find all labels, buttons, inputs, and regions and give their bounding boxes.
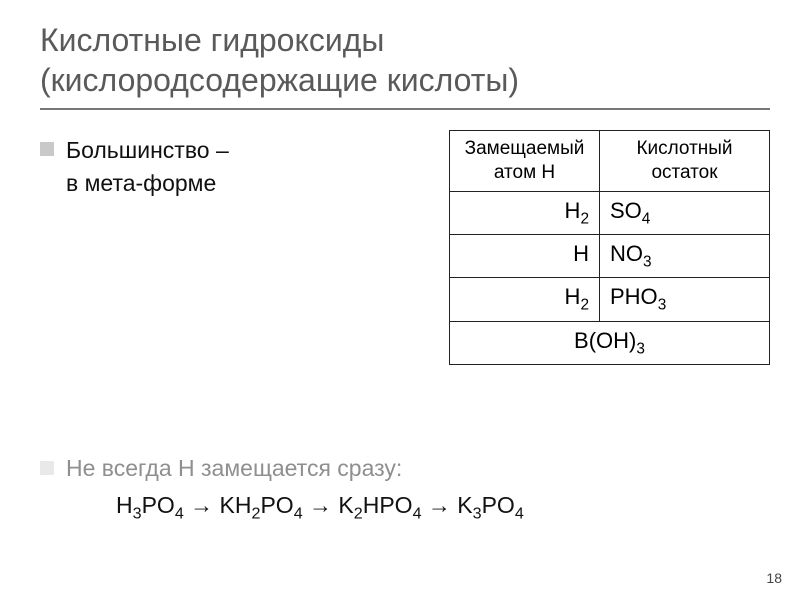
cell-r: SO4: [600, 191, 770, 234]
table-row: H2 PHO3: [450, 278, 770, 321]
bullet-1: Большинство –: [40, 136, 419, 166]
r-d2: PO: [482, 492, 515, 518]
r-d1: K: [457, 492, 472, 518]
r-text: SO: [610, 198, 642, 223]
r-c2s: 4: [413, 505, 422, 523]
table-row-merged: B(OH)3: [450, 321, 770, 364]
slide-title: Кислотные гидроксиды (кислородсодержащие…: [40, 20, 770, 100]
cell-merged: B(OH)3: [450, 321, 770, 364]
r-sub: 3: [643, 253, 652, 270]
r-a1s: 3: [133, 505, 142, 523]
table-row: H2 SO4: [450, 191, 770, 234]
cell-h: H2: [450, 278, 600, 321]
bullet-1-text-line1: Большинство –: [66, 136, 229, 166]
bullet-1-text-line2: в мета-форме: [66, 170, 419, 197]
merged-text: B(OH): [574, 328, 636, 353]
left-bullets: Большинство – в мета-форме: [40, 130, 419, 197]
h-text: H: [565, 284, 581, 309]
arrow-icon: →: [422, 492, 458, 518]
header-replaceable-h: Замещаемый атом H: [450, 131, 600, 192]
table-row: H NO3: [450, 234, 770, 277]
r-b1: KH: [220, 492, 252, 518]
r-text: NO: [610, 241, 643, 266]
header-acid-residue: Кислотный остаток: [600, 131, 770, 192]
r-sub: 4: [642, 210, 651, 227]
r-text: PHO: [610, 284, 658, 309]
bullet-2-text: Не всегда H замещается сразу:: [66, 455, 402, 482]
r-d2s: 4: [515, 505, 524, 523]
cell-r: NO3: [600, 234, 770, 277]
title-underline: [40, 108, 770, 110]
square-bullet-icon: [40, 142, 54, 156]
r-b2: PO: [260, 492, 293, 518]
title-line1: Кислотные гидроксиды: [40, 22, 384, 58]
merged-sub: 3: [636, 340, 645, 357]
r-a2s: 4: [175, 505, 184, 523]
bullet-2: Не всегда H замещается сразу:: [40, 455, 770, 482]
cell-h: H2: [450, 191, 600, 234]
r-d1s: 3: [473, 505, 482, 523]
arrow-icon: →: [303, 492, 339, 518]
h-sub: 2: [580, 210, 589, 227]
slide: Кислотные гидроксиды (кислородсодержащие…: [0, 0, 800, 600]
title-line2: (кислородсодержащие кислоты): [40, 62, 519, 98]
r-b2s: 4: [294, 505, 303, 523]
reaction-sequence: H3PO4 → KH2PO4 → K2HPO4 → K3PO4: [116, 492, 770, 524]
acid-table: Замещаемый атом H Кислотный остаток H2 S…: [449, 130, 770, 365]
h-text: H: [573, 241, 589, 266]
h-text: H: [565, 198, 581, 223]
r-c2: HPO: [363, 492, 413, 518]
content-row: Большинство – в мета-форме Замещаемый ат…: [40, 130, 770, 365]
r-a2: PO: [142, 492, 175, 518]
r-c1s: 2: [354, 505, 363, 523]
table-header-row: Замещаемый атом H Кислотный остаток: [450, 131, 770, 192]
arrow-icon: →: [184, 492, 220, 518]
cell-h: H: [450, 234, 600, 277]
cell-r: PHO3: [600, 278, 770, 321]
r-sub: 3: [658, 297, 667, 314]
square-bullet-icon: [40, 461, 54, 475]
h-sub: 2: [580, 297, 589, 314]
page-number: 18: [766, 570, 782, 586]
lower-block: Не всегда H замещается сразу: H3PO4 → KH…: [40, 455, 770, 524]
r-c1: K: [338, 492, 353, 518]
r-a1: H: [116, 492, 133, 518]
